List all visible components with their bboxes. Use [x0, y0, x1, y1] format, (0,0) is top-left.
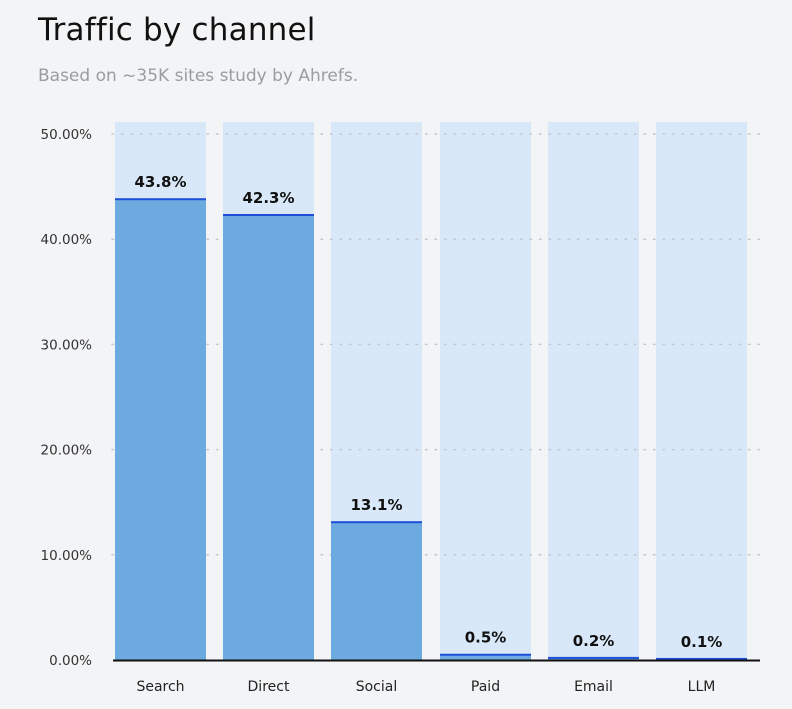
- bar-top-line: [331, 521, 422, 524]
- bar-background: [656, 122, 747, 660]
- y-tick-label: 0.00%: [49, 653, 92, 669]
- bar-background: [548, 122, 639, 660]
- y-tick-label: 10.00%: [41, 548, 93, 564]
- y-tick-label: 20.00%: [41, 443, 93, 459]
- bar-background: [440, 122, 531, 660]
- bar-top-line: [440, 653, 531, 656]
- bar-paid: [440, 654, 531, 660]
- x-tick-label: Email: [574, 679, 613, 695]
- x-tick-label: Direct: [248, 679, 290, 695]
- data-label: 43.8%: [134, 173, 186, 191]
- x-tick-label: Paid: [471, 679, 500, 695]
- bar-search: [115, 199, 206, 660]
- data-label: 0.2%: [573, 632, 615, 650]
- y-tick-label: 30.00%: [41, 337, 93, 353]
- data-label: 0.1%: [681, 633, 723, 651]
- bar-top-line: [115, 198, 206, 201]
- data-label: 42.3%: [242, 189, 294, 207]
- bar-top-line: [548, 656, 639, 659]
- data-label: 13.1%: [350, 496, 402, 514]
- bar-top-line: [223, 214, 314, 217]
- y-tick-label: 50.00%: [41, 127, 93, 143]
- bar-direct: [223, 215, 314, 660]
- x-tick-label: Search: [136, 679, 184, 695]
- data-label: 0.5%: [465, 629, 507, 647]
- chart-subtitle: Based on ~35K sites study by Ahrefs.: [38, 66, 359, 86]
- bar-top-line: [656, 657, 747, 660]
- x-tick-label: LLM: [688, 679, 716, 695]
- bar-social: [331, 522, 422, 660]
- chart-title: Traffic by channel: [38, 12, 316, 48]
- y-tick-label: 40.00%: [41, 232, 93, 248]
- x-tick-label: Social: [356, 679, 398, 695]
- bar-email: [548, 657, 639, 660]
